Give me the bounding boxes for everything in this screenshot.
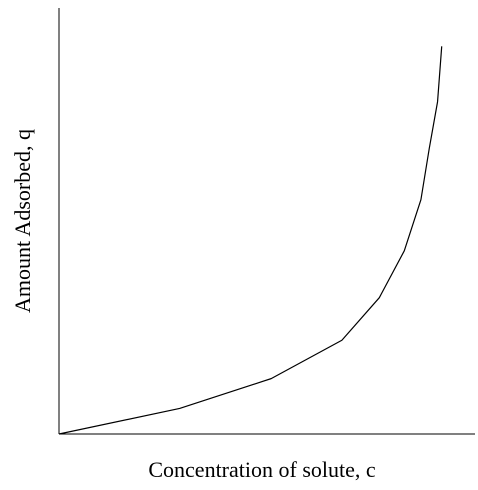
curve [58,46,443,435]
y-axis-label: Amount Adsorbed, q [10,129,35,313]
x-axis-label: Concentration of solute, c [148,457,376,482]
